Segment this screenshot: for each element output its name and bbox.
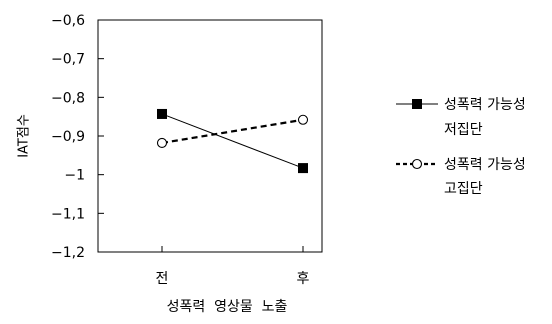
series-0-point-0	[157, 108, 167, 119]
series-1-point-1	[297, 114, 309, 125]
series-layer	[156, 108, 309, 174]
legend-label-0-line-1: 성폭력 가능성	[444, 97, 526, 113]
legend-label-1-line-2: 고집단	[444, 181, 483, 197]
x-category-label-0: 전	[156, 271, 169, 287]
legend-label-1-line-1: 성폭력 가능성	[444, 157, 526, 173]
y-tick-label-3: −0,9	[51, 129, 85, 145]
y-axis-title: IAT점수	[17, 114, 32, 158]
legend-marker-0	[412, 99, 422, 109]
plot-area	[97, 19, 323, 253]
y-tick-label-5: −1,1	[51, 206, 85, 222]
series-0-point-1	[298, 163, 308, 174]
series-1-line	[161, 118, 304, 145]
x-category-label-1: 후	[297, 271, 310, 287]
y-tick-label-6: −1,2	[51, 245, 85, 261]
series-1-point-0	[156, 137, 168, 149]
legend-marker-1	[411, 158, 423, 170]
y-tick-label-2: −0,8	[51, 90, 85, 106]
series-0-line	[161, 113, 304, 169]
y-tick-label-4: −1	[64, 168, 85, 184]
y-tick-label-1: −0,7	[51, 52, 85, 68]
y-axis: −0,6 −0,7 −0,8 −0,9 −1 −1,1 −1,2	[51, 13, 104, 261]
y-tick-label-0: −0,6	[51, 13, 85, 29]
x-axis-title: 성폭력 영상물 노출	[167, 299, 288, 315]
legend-label-0-line-2: 저집단	[444, 122, 483, 138]
